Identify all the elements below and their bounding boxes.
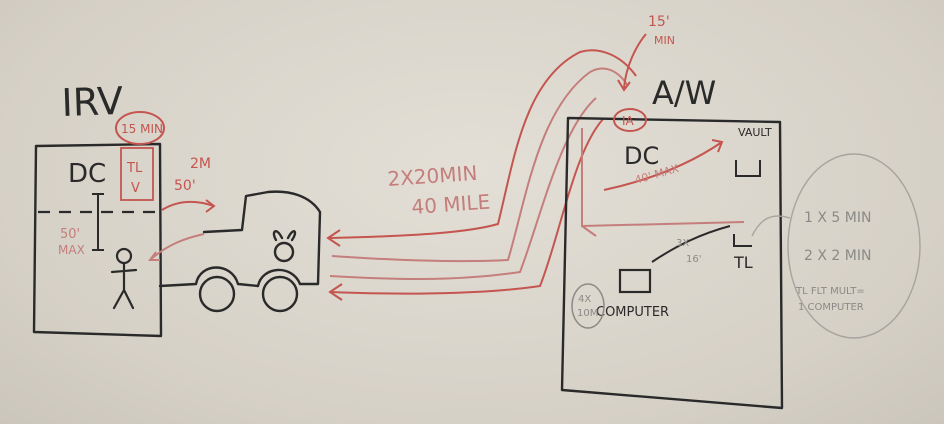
right-dc-bracket: [581, 128, 745, 237]
route-arrow-bottom: [329, 117, 605, 295]
left-v-label: V: [131, 181, 140, 196]
right-ia-label: IA: [622, 114, 635, 128]
left-tl-label: TL: [126, 161, 143, 176]
route-arrow-top: [329, 49, 637, 239]
right-tl-label: TL: [733, 253, 753, 272]
right-vault-symbol: [735, 160, 761, 177]
left-dc-label: DC: [68, 159, 106, 189]
right-site-label: A/W: [652, 74, 716, 112]
person-figure: [110, 247, 138, 310]
computer-box: [618, 268, 652, 294]
computer-label: COMPUTER: [596, 305, 669, 320]
truck-sketch: [158, 190, 322, 313]
left-site-box: [32, 142, 163, 338]
right-site-box: [560, 116, 784, 410]
left-site-label: IRV: [61, 79, 124, 125]
left-cable-note-2: 50': [174, 178, 196, 194]
bubble-tail: [751, 215, 791, 237]
left-time-bubble: [115, 111, 165, 145]
outside-note-bubble: [787, 153, 921, 339]
bubble-note-1: 1 X 5 MIN: [804, 210, 871, 226]
route-duration-note: 2X20MIN: [387, 161, 478, 191]
left-height-note-1: 50': [60, 227, 80, 242]
bubble-note-2: 2 X 2 MIN: [804, 248, 871, 264]
right-vault-label: VAULT: [738, 126, 772, 139]
left-height-note-2: MAX: [58, 243, 85, 257]
right-ia-bubble: [613, 108, 647, 132]
computer-cable: [651, 225, 731, 263]
route-arrow-lower: [329, 97, 597, 280]
bubble-note-3: TL FLT MULT=: [795, 286, 865, 297]
right-side-note-2: 10M: [577, 308, 598, 319]
computer-cable-note-1: 3X: [676, 238, 689, 249]
route-arrow-top-head: [326, 229, 341, 247]
left-cable-note-1: 2M: [190, 156, 211, 172]
right-side-bubble: [571, 283, 605, 329]
route-arrow-bottom-head: [328, 283, 343, 301]
left-time-note: 15 MIN: [121, 122, 163, 136]
right-top-arrow: [617, 33, 647, 92]
bubble-note-4: 1 COMPUTER: [798, 302, 864, 313]
right-top-note-1: 15': [648, 14, 670, 30]
right-dc-arrow: [603, 139, 724, 191]
route-distance-note: 40 MILE: [411, 190, 491, 219]
right-side-note-1: 4X: [578, 294, 591, 305]
left-red-arrow-upper: [161, 199, 216, 213]
right-tl-symbol: [733, 234, 752, 247]
left-height-marker: [92, 193, 104, 251]
computer-cable-note-2: 16': [686, 254, 701, 265]
right-top-note-2: MIN: [654, 34, 675, 47]
left-tl-stack: [120, 147, 154, 201]
left-red-arrow-lower: [148, 233, 205, 261]
right-dc-label: DC: [624, 142, 659, 170]
route-arrow-mid: [331, 67, 629, 263]
